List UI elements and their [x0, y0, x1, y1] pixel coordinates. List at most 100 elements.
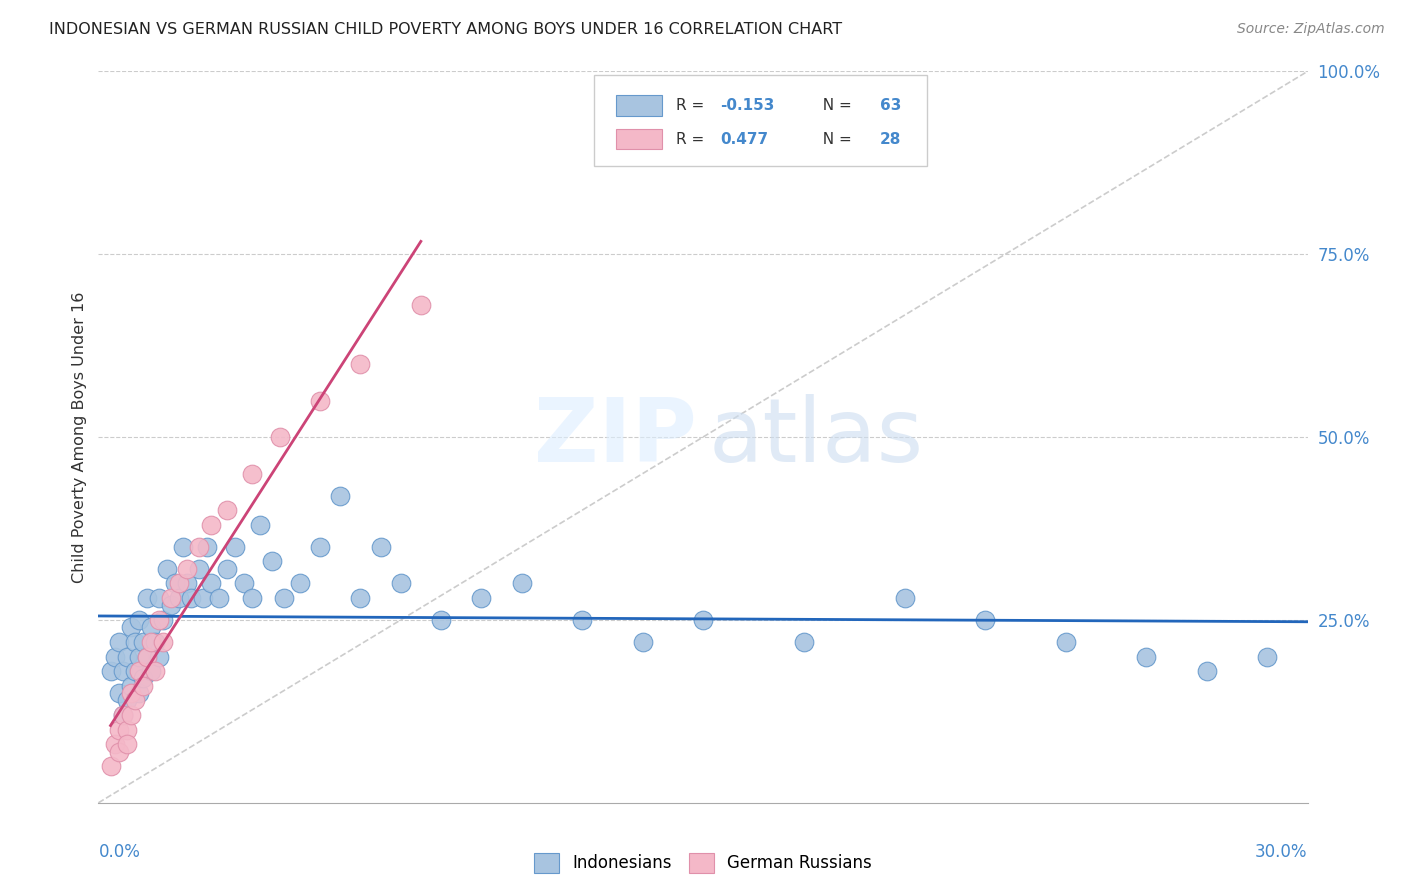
Y-axis label: Child Poverty Among Boys Under 16: Child Poverty Among Boys Under 16	[72, 292, 87, 582]
Point	[167, 576, 190, 591]
Point	[120, 686, 142, 700]
Point	[132, 672, 155, 686]
Point	[124, 664, 146, 678]
Point	[430, 613, 453, 627]
Point	[273, 591, 295, 605]
Point	[128, 664, 150, 678]
Point	[510, 576, 533, 591]
Point	[200, 517, 222, 532]
Point	[188, 540, 211, 554]
Point	[176, 562, 198, 576]
Point	[389, 576, 412, 591]
Point	[139, 664, 162, 678]
Point	[139, 635, 162, 649]
Point	[107, 686, 129, 700]
Point	[269, 430, 291, 444]
Point	[107, 635, 129, 649]
Point	[132, 679, 155, 693]
FancyBboxPatch shape	[616, 129, 662, 150]
Point	[974, 613, 997, 627]
Point	[167, 591, 190, 605]
Text: 0.477: 0.477	[720, 132, 768, 147]
Point	[288, 576, 311, 591]
Point	[470, 591, 492, 605]
Point	[217, 503, 239, 517]
Point	[240, 467, 263, 481]
Point	[240, 591, 263, 605]
Text: 28: 28	[880, 132, 901, 147]
Point	[120, 679, 142, 693]
Point	[135, 591, 157, 605]
Text: 63: 63	[880, 98, 901, 113]
Text: Source: ZipAtlas.com: Source: ZipAtlas.com	[1237, 22, 1385, 37]
FancyBboxPatch shape	[616, 95, 662, 116]
Point	[128, 686, 150, 700]
Point	[309, 540, 332, 554]
Point	[100, 664, 122, 678]
Point	[893, 591, 915, 605]
Point	[208, 591, 231, 605]
Point	[193, 591, 215, 605]
Point	[1256, 649, 1278, 664]
Point	[135, 649, 157, 664]
Point	[115, 737, 138, 751]
Point	[120, 708, 142, 723]
Point	[1195, 664, 1218, 678]
Point	[370, 540, 392, 554]
FancyBboxPatch shape	[595, 75, 927, 167]
Legend: Indonesians, German Russians: Indonesians, German Russians	[527, 847, 879, 880]
Point	[571, 613, 593, 627]
Point	[128, 613, 150, 627]
Point	[107, 745, 129, 759]
Point	[249, 517, 271, 532]
Point	[409, 298, 432, 312]
Point	[128, 649, 150, 664]
Point	[692, 613, 714, 627]
Point	[143, 635, 166, 649]
Point	[111, 708, 134, 723]
Point	[111, 708, 134, 723]
Point	[152, 635, 174, 649]
Point	[143, 664, 166, 678]
Point	[176, 576, 198, 591]
Point	[115, 723, 138, 737]
Point	[349, 357, 371, 371]
Point	[111, 664, 134, 678]
Point	[115, 693, 138, 707]
Point	[124, 693, 146, 707]
Point	[115, 649, 138, 664]
Point	[172, 540, 194, 554]
Point	[1054, 635, 1077, 649]
Text: atlas: atlas	[709, 393, 924, 481]
Text: INDONESIAN VS GERMAN RUSSIAN CHILD POVERTY AMONG BOYS UNDER 16 CORRELATION CHART: INDONESIAN VS GERMAN RUSSIAN CHILD POVER…	[49, 22, 842, 37]
Point	[329, 489, 352, 503]
Text: N =: N =	[813, 98, 856, 113]
Point	[349, 591, 371, 605]
Text: ZIP: ZIP	[534, 393, 697, 481]
Point	[631, 635, 654, 649]
Point	[152, 613, 174, 627]
Point	[156, 562, 179, 576]
Point	[103, 649, 125, 664]
Point	[120, 620, 142, 634]
Point	[148, 613, 170, 627]
Point	[217, 562, 239, 576]
Text: N =: N =	[813, 132, 856, 147]
Point	[180, 591, 202, 605]
Point	[103, 737, 125, 751]
Point	[135, 649, 157, 664]
Text: R =: R =	[676, 98, 710, 113]
Point	[1135, 649, 1157, 664]
Point	[124, 635, 146, 649]
Point	[148, 591, 170, 605]
Point	[160, 599, 183, 613]
Point	[195, 540, 218, 554]
Point	[100, 759, 122, 773]
Text: 0.0%: 0.0%	[98, 843, 141, 861]
Point	[260, 554, 283, 568]
Text: 30.0%: 30.0%	[1256, 843, 1308, 861]
Text: R =: R =	[676, 132, 710, 147]
Point	[148, 649, 170, 664]
Point	[107, 723, 129, 737]
Point	[200, 576, 222, 591]
